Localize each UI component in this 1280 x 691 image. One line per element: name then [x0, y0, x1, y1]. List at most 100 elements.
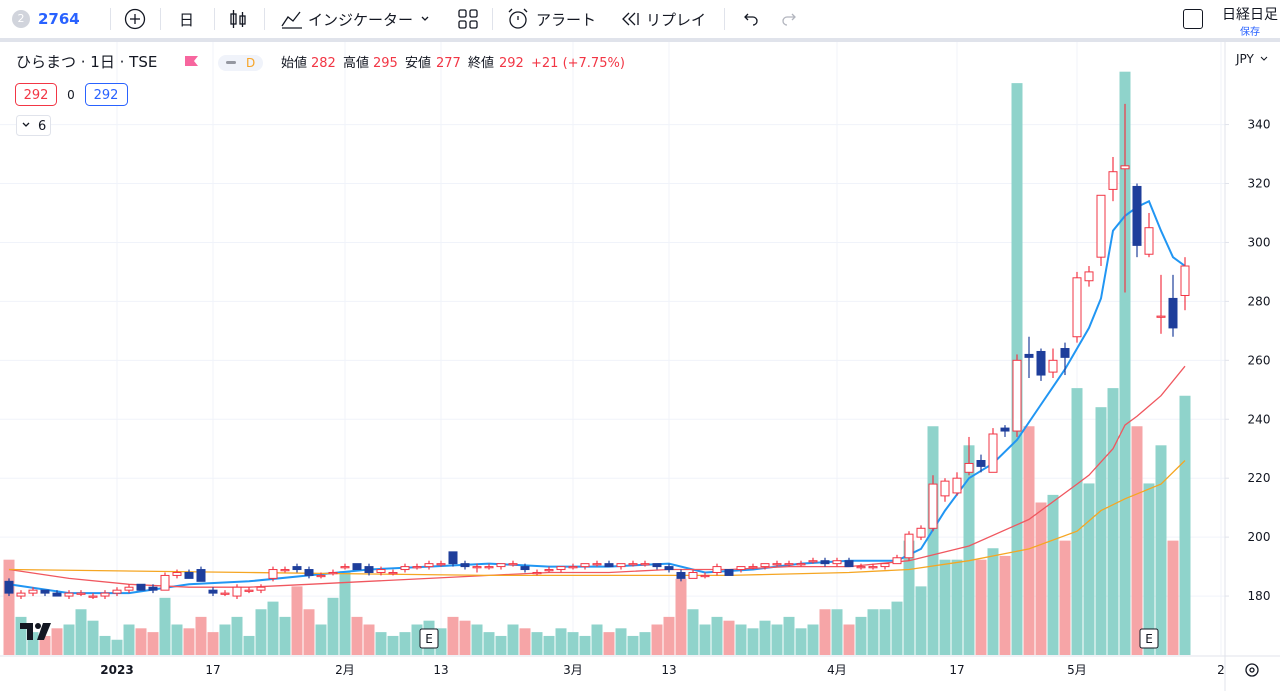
volume-bar	[183, 628, 195, 655]
add-symbol-button[interactable]	[124, 0, 146, 38]
candle-body	[724, 569, 734, 576]
candle-body	[40, 589, 50, 594]
chevron-icon	[421, 16, 429, 21]
candle-body	[796, 563, 806, 566]
candle-body	[1000, 427, 1010, 432]
chart-type-button[interactable]	[228, 0, 248, 38]
currency[interactable]: JPY	[1235, 52, 1255, 66]
event-marker[interactable]	[419, 628, 439, 649]
x-tick-label: 3月	[563, 663, 583, 677]
candle-body	[1168, 297, 1178, 329]
candle-body	[1108, 171, 1118, 190]
candle-body	[136, 583, 146, 591]
candle-body	[1144, 227, 1154, 255]
candle-body	[208, 589, 218, 594]
candle-body	[544, 569, 554, 572]
toolbar: 2 2764 日 インジケーター アラート リプレイ 日経日足 保存	[0, 0, 1280, 42]
save-label[interactable]: 保存	[1240, 27, 1260, 38]
alert-button[interactable]: アラート	[506, 0, 596, 38]
candle-body	[1060, 348, 1070, 358]
ask-value: 292	[94, 88, 119, 103]
candle-body	[508, 563, 518, 566]
replay-button[interactable]: リプレイ	[620, 0, 706, 38]
symbol-button[interactable]: 2 2764	[12, 0, 80, 38]
candle-body	[520, 566, 530, 571]
volume-bar	[591, 624, 603, 655]
status-flag: D	[246, 56, 255, 70]
settings-icon[interactable]	[1245, 663, 1259, 677]
volume-bar	[1167, 540, 1179, 655]
volume-bar	[699, 624, 711, 655]
candle-body	[412, 566, 422, 569]
volume-bar	[375, 632, 387, 655]
candle-body	[688, 571, 698, 579]
x-tick-label: 5月	[1067, 663, 1087, 677]
volume-bar	[519, 628, 531, 655]
flag-icon	[185, 56, 198, 66]
volume-bar	[687, 609, 699, 655]
event-marker[interactable]	[1139, 628, 1159, 649]
volume-bar	[231, 616, 243, 655]
replay-icon	[622, 12, 639, 26]
volume-bar	[1143, 483, 1155, 655]
ask-box[interactable]	[85, 83, 128, 106]
candle-body	[1180, 265, 1190, 296]
volume-bar	[303, 609, 315, 655]
volume-bar	[327, 597, 339, 655]
volume-bar	[1179, 395, 1191, 655]
redo-button[interactable]	[780, 0, 800, 38]
candle-body	[1012, 359, 1022, 432]
candle-body	[436, 563, 446, 566]
candle-body	[304, 569, 314, 576]
candle-body	[736, 566, 746, 571]
candle-body	[1024, 353, 1034, 358]
indicators-toggle[interactable]	[16, 115, 51, 136]
candle-body	[256, 586, 266, 591]
volume-bar	[915, 586, 927, 655]
close-value: 292	[499, 56, 524, 71]
indicators-button[interactable]: インジケーター	[280, 0, 437, 38]
volume-bar	[171, 624, 183, 655]
symbol-badge: 2	[12, 10, 30, 28]
volume-bar	[459, 620, 471, 655]
volume-bar	[447, 616, 459, 655]
candle-body	[556, 566, 566, 571]
candle-body	[1132, 185, 1142, 246]
replay-label: リプレイ	[646, 10, 707, 29]
candle-body	[976, 460, 986, 467]
y-tick-label: 320	[1248, 177, 1271, 191]
undo-button[interactable]	[740, 0, 760, 38]
y-tick-label: 220	[1248, 471, 1271, 485]
volume-bar	[111, 639, 123, 655]
separator	[724, 8, 725, 30]
separator	[160, 8, 161, 30]
volume-bar	[963, 445, 975, 655]
candle-body	[352, 563, 362, 571]
interval-button[interactable]: 日	[179, 0, 194, 38]
layouts-button[interactable]	[457, 0, 479, 38]
candle-body	[1120, 165, 1130, 170]
x-tick-label: 17	[949, 663, 964, 677]
candle-body	[712, 566, 722, 573]
event-label: E	[425, 632, 433, 646]
volume-bar	[627, 635, 639, 655]
candle-body	[1096, 194, 1106, 258]
layout-name[interactable]: 日経日足	[1222, 7, 1278, 23]
candle-body	[844, 560, 854, 568]
x-tick-label: 2023	[100, 663, 133, 677]
volume-bar	[135, 628, 147, 655]
volume-bar	[75, 609, 87, 655]
grid-icon	[458, 9, 478, 29]
volume-bar	[867, 609, 879, 655]
volume-bar	[975, 559, 987, 655]
candle-body	[916, 527, 926, 538]
volume-bar	[1155, 445, 1167, 655]
x-tick-label: 13	[661, 663, 676, 677]
volume-bar	[351, 616, 363, 655]
symbol: 2764	[38, 10, 80, 28]
bid-box[interactable]	[15, 83, 57, 106]
y-tick-label: 280	[1248, 294, 1271, 308]
volume-bar	[207, 632, 219, 655]
fullscreen-button[interactable]	[1183, 0, 1203, 38]
